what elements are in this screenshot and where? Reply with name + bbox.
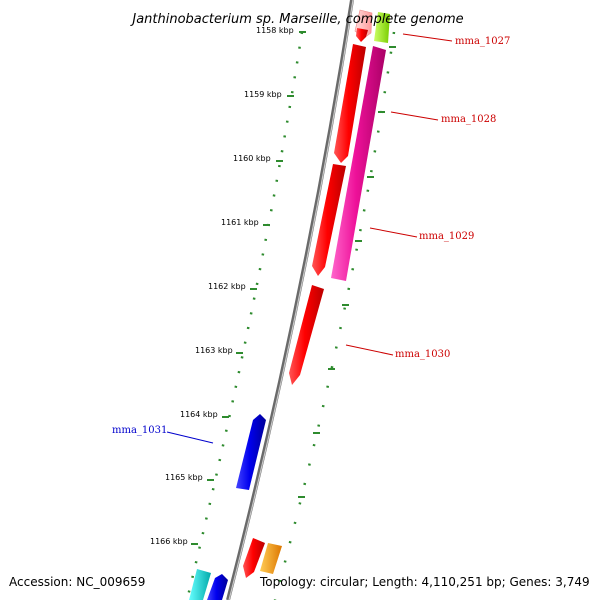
blue-feature-1 [236,414,266,490]
gene-label-mma-1027: mma_1027 [455,36,510,47]
tick-label: 1166 kbp [150,537,188,546]
tick-label: 1163 kbp [195,346,233,355]
red-feature-3 [289,285,324,385]
magenta-feature [331,46,386,281]
map-title: Janthinobacterium sp. Marseille, complet… [129,12,463,27]
orange-feature [260,543,282,574]
cyan-feature [189,569,211,600]
features [189,9,390,600]
red-feature-0 [356,28,368,42]
gene-labels: mma_1027 mma_1028 mma_1029 mma_1030 mma_… [112,36,510,436]
tick-label: 1161 kbp [221,218,259,227]
leader-line-mma-1030 [345,344,394,356]
tick-label: 1159 kbp [244,90,282,99]
gene-label-mma-1029: mma_1029 [419,231,474,242]
leader-line-mma-1029 [369,227,418,238]
outer-ticks [298,46,396,498]
red-feature-1 [334,44,366,163]
tick-label: 1162 kbp [208,282,246,291]
major-ticks [191,31,306,545]
tick-label: 1158 kbp [256,26,294,35]
leader-line-mma-1031 [166,431,214,444]
axis-labels: 1158 kbp 1159 kbp 1160 kbp 1161 kbp 1162… [150,26,294,546]
inner-tick-track [185,31,304,600]
outer-tick-track [273,31,396,600]
gene-label-mma-1030: mma_1030 [395,349,450,360]
leader-line-mma-1028 [390,111,439,121]
topology-text: Topology: circular; Length: 4,110,251 bp… [259,575,590,589]
tick-label: 1164 kbp [180,410,218,419]
blue-feature-2 [207,574,228,600]
leader-line-mma-1027 [402,33,453,42]
tick-label: 1160 kbp [233,154,271,163]
genome-backbone-highlight [228,0,354,600]
red-feature-4 [243,538,265,578]
gene-label-mma-1031: mma_1031 [112,425,167,436]
leader-lines [166,33,453,444]
lime-feature [374,12,390,43]
tick-tracks [185,31,396,600]
genome-backbone [226,0,354,600]
gene-label-mma-1028: mma_1028 [441,114,496,125]
red-feature-2 [312,164,346,276]
tick-label: 1165 kbp [165,473,203,482]
accession-text: Accession: NC_009659 [9,575,145,589]
